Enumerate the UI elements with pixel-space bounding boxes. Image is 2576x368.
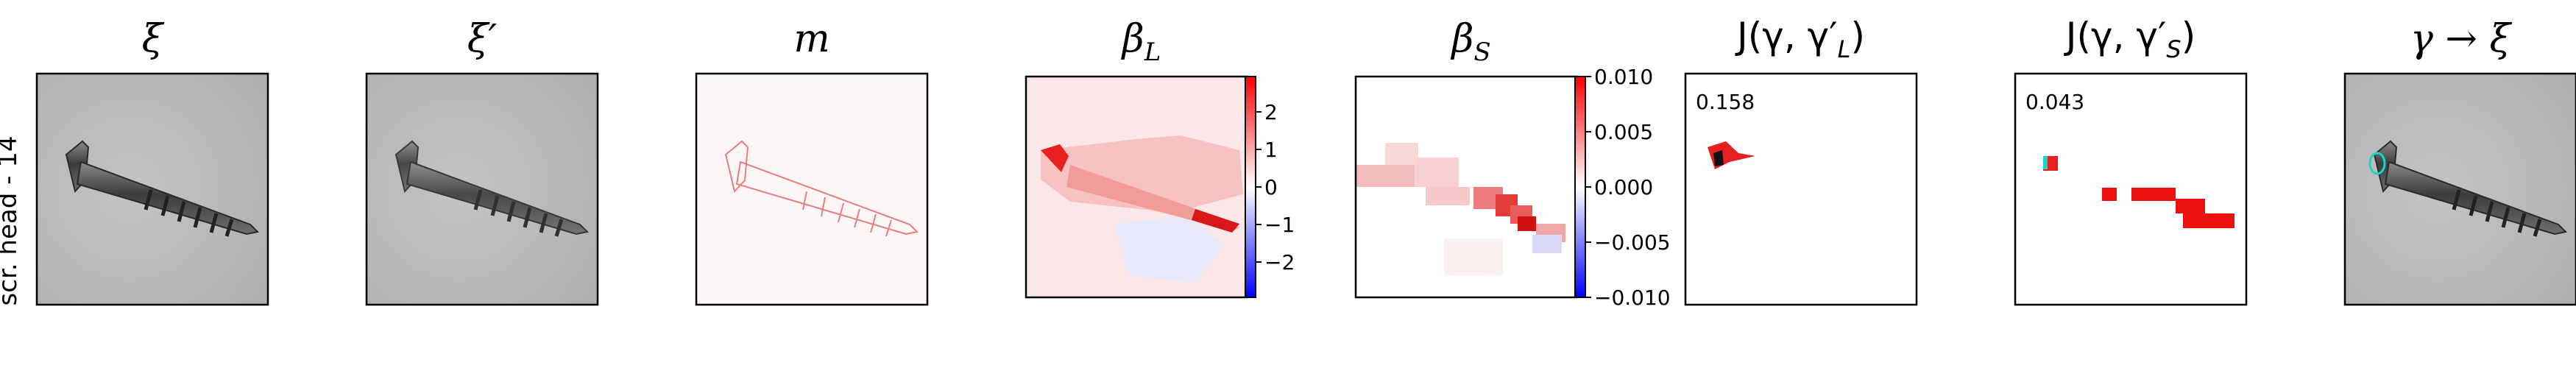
colorbar-tick-label: 0.005 xyxy=(1594,120,1653,144)
colorbar-tick-label: 0.010 xyxy=(1594,65,1653,89)
score-label: 0.043 xyxy=(2025,90,2084,114)
panel-beta-S: βS 0.010 0.005 0.000 −0. xyxy=(1354,17,1671,310)
heatmap-region xyxy=(1114,216,1225,283)
row-label: scr. head - 14 xyxy=(0,136,23,306)
colorbar-tick-label: 0.000 xyxy=(1594,175,1653,199)
panel-title-xi-prime: ξ′ xyxy=(467,17,498,61)
overlap-cell xyxy=(2205,213,2234,228)
axes-frame xyxy=(35,72,269,306)
cyan-contour xyxy=(2368,152,2386,175)
panel-title-beta-S: βS xyxy=(1450,17,1490,67)
panel-title-gamma-xi: γ → ξ xyxy=(2410,17,2513,61)
heatmap-hotspot xyxy=(1041,144,1069,172)
score-label: 0.158 xyxy=(1696,90,1755,114)
panel-J-S: J(γ, γ′S) 0.043 xyxy=(2014,15,2248,306)
overlap-cell xyxy=(2102,188,2117,201)
colorbar-tick-label: −2 xyxy=(1264,250,1295,275)
panel-m: m xyxy=(695,17,929,306)
axes-frame xyxy=(2014,72,2248,306)
colorbar-beta-S xyxy=(1574,76,1586,298)
mask-outline xyxy=(724,140,919,237)
axes-frame xyxy=(365,72,599,306)
panel-title-m: m xyxy=(793,17,829,61)
overlap-map-J-S xyxy=(2015,74,2246,305)
axes-frame xyxy=(2343,72,2576,306)
panel-title-beta-L: βL xyxy=(1121,17,1161,67)
colorbar-ticks-beta-L: 2 1 0 −1 −2 xyxy=(1256,100,1295,275)
panel-xi-prime: ξ′ xyxy=(365,17,599,306)
axes-frame xyxy=(695,72,929,306)
colorbar-beta-L xyxy=(1245,76,1256,298)
image-m xyxy=(696,74,927,305)
heatmap-hotspot xyxy=(1192,209,1239,233)
overlap-cell xyxy=(2183,213,2205,228)
panel-xi: ξ xyxy=(35,17,269,306)
colorbar-ticks-beta-S: 0.010 0.005 0.000 −0.005 −0.010 xyxy=(1585,65,1671,310)
colorbar-tick-label: −0.010 xyxy=(1594,286,1671,310)
colorbar-tick-label: 1 xyxy=(1264,138,1278,162)
colorbar-tick-label: −0.005 xyxy=(1594,230,1671,255)
overlap-region-dark xyxy=(1713,150,1724,166)
overlap-cell-cyan xyxy=(2043,156,2048,169)
panel-gamma-xi: γ → ξ xyxy=(2343,17,2576,306)
colorbar-tick-label: 0 xyxy=(1264,175,1278,199)
colorbar-tick-label: −1 xyxy=(1264,213,1295,237)
panel-beta-L: βL 2 1 0 −1 −2 xyxy=(1025,17,1295,299)
overlap-cell xyxy=(2131,188,2176,201)
heatmap-cells xyxy=(1356,143,1565,275)
colorbar-tick-label: 2 xyxy=(1264,100,1278,124)
panel-title-J-S: J(γ, γ′S) xyxy=(2064,15,2195,63)
panel-title-J-L: J(γ, γ′L) xyxy=(1735,15,1865,63)
axes-frame xyxy=(1684,72,1918,306)
panel-title-xi: ξ xyxy=(142,17,165,61)
panel-J-L: J(γ, γ′L) 0.158 xyxy=(1684,15,1918,306)
overlap-map-J-L xyxy=(1685,74,1917,305)
overlap-cell xyxy=(2176,199,2205,213)
